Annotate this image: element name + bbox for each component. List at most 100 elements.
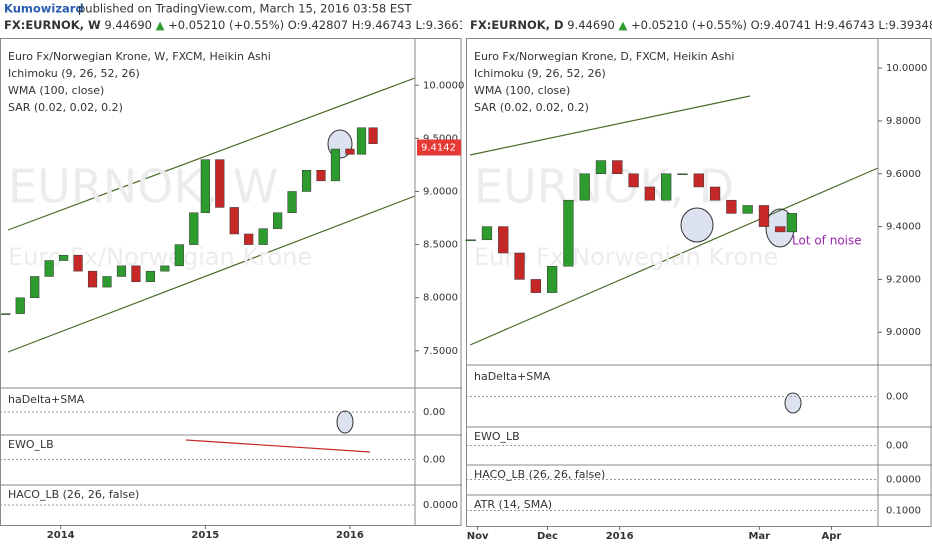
chart-frame bbox=[466, 38, 932, 527]
change: +0.05210 (+0.55%) bbox=[631, 18, 747, 32]
last-price: 9.44690 bbox=[567, 18, 615, 32]
y-tick-label: 9.0000 bbox=[886, 327, 921, 338]
candle bbox=[301, 169, 312, 192]
candle bbox=[628, 173, 639, 188]
candle bbox=[368, 127, 378, 144]
candle bbox=[273, 212, 283, 229]
candle bbox=[1, 313, 11, 315]
candle bbox=[44, 260, 54, 277]
indicator-name: ATR (14, SMA) bbox=[474, 498, 552, 511]
candle bbox=[345, 148, 355, 155]
candle bbox=[316, 169, 326, 182]
legend-entry: WMA (100, close) bbox=[8, 84, 104, 97]
symbol-line: FX:EURNOK, W 9.44690 ▲ +0.05210 (+0.55%)… bbox=[4, 18, 507, 32]
last-price: 9.44690 bbox=[104, 18, 152, 32]
candle bbox=[742, 205, 753, 214]
price-tag-bg bbox=[417, 139, 461, 156]
y-tick-label: 0.0000 bbox=[423, 500, 458, 511]
candle bbox=[200, 159, 210, 213]
legend-entry: Ichimoku (9, 26, 52, 26) bbox=[474, 67, 606, 80]
candle bbox=[174, 244, 184, 267]
indicator-name: HACO_LB (26, 26, false) bbox=[474, 468, 605, 481]
y-tick-label: 0.0000 bbox=[886, 475, 921, 486]
candle bbox=[693, 173, 704, 188]
indicator-name: haDelta+SMA bbox=[8, 393, 85, 406]
candle bbox=[59, 254, 69, 261]
candle bbox=[356, 127, 367, 155]
legend-entry: Euro Fx/Norwegian Krone, D, FXCM, Heikin… bbox=[474, 50, 734, 63]
candle bbox=[786, 213, 798, 233]
candle bbox=[145, 270, 155, 283]
ohlc: O:9.40741 H:9.46743 L:9.39348 C:9.425 bbox=[751, 18, 932, 32]
y-tick-label: 10.0000 bbox=[423, 80, 464, 91]
trend-line bbox=[7, 195, 416, 353]
candle bbox=[131, 265, 141, 283]
divergence-line bbox=[185, 439, 371, 453]
symbol-line: FX:EURNOK, D 9.44690 ▲ +0.05210 (+0.55%)… bbox=[470, 18, 932, 32]
y-tick-label: 9.6000 bbox=[886, 169, 921, 180]
chart-frame bbox=[0, 38, 462, 526]
legend-entry: WMA (100, close) bbox=[474, 84, 570, 97]
highlight bbox=[680, 207, 714, 243]
candle bbox=[102, 276, 112, 288]
candle bbox=[595, 160, 607, 175]
candle bbox=[116, 265, 127, 277]
watermark: EURNOK, W bbox=[8, 160, 278, 214]
trend-line bbox=[7, 77, 416, 231]
candle bbox=[644, 186, 656, 201]
ohlc: O:9.42807 H:9.46743 L:9.36610 C:9.4 bbox=[288, 18, 507, 32]
candle bbox=[189, 212, 199, 245]
y-tick-label: 0.00 bbox=[886, 392, 908, 403]
candle bbox=[563, 199, 574, 267]
published: published on TradingView.com, March 15, … bbox=[78, 2, 412, 16]
highlight bbox=[336, 410, 354, 434]
candle bbox=[775, 226, 786, 233]
x-tick-label: Mar bbox=[748, 531, 770, 542]
indicator-name: HACO_LB (26, 26, false) bbox=[8, 488, 139, 501]
candle bbox=[481, 226, 493, 241]
price-tag: 9.4142 bbox=[421, 142, 456, 153]
highlight bbox=[784, 392, 802, 414]
candle bbox=[726, 199, 737, 214]
indicator-name: EWO_LB bbox=[474, 430, 520, 443]
watermark-subtitle: Euro Fx/Norwegian Krone bbox=[8, 243, 312, 271]
candle bbox=[498, 226, 509, 254]
candle bbox=[758, 205, 770, 227]
candle bbox=[87, 270, 98, 288]
candle bbox=[709, 186, 721, 201]
symbol: FX:EURNOK, W bbox=[4, 18, 101, 32]
candle bbox=[330, 148, 341, 182]
x-tick-label: Nov bbox=[467, 531, 489, 542]
x-tick-label: Apr bbox=[822, 531, 842, 542]
candle bbox=[677, 173, 688, 176]
x-tick-label: 2014 bbox=[47, 530, 75, 541]
y-tick-label: 9.5000 bbox=[423, 133, 458, 144]
candle bbox=[661, 173, 672, 201]
legend-entry: SAR (0.02, 0.02, 0.2) bbox=[8, 101, 123, 114]
candle bbox=[30, 276, 40, 298]
candle bbox=[15, 297, 25, 314]
indicator-name: EWO_LB bbox=[8, 438, 54, 451]
indicator-name: haDelta+SMA bbox=[474, 370, 551, 383]
x-tick-label: 2016 bbox=[606, 531, 634, 542]
y-tick-label: 9.2000 bbox=[886, 274, 921, 285]
candle bbox=[229, 207, 239, 235]
change: +0.05210 (+0.55%) bbox=[168, 18, 284, 32]
legend-entry: Ichimoku (9, 26, 52, 26) bbox=[8, 67, 140, 80]
y-tick-label: 9.4000 bbox=[886, 222, 921, 233]
candle bbox=[287, 191, 297, 213]
y-tick-label: 0.00 bbox=[423, 407, 445, 418]
up-arrow: ▲ bbox=[156, 18, 165, 32]
y-tick-label: 7.5000 bbox=[423, 346, 458, 357]
y-tick-label: 9.8000 bbox=[886, 116, 921, 127]
x-tick-label: Dec bbox=[537, 531, 558, 542]
trend-line bbox=[469, 95, 751, 156]
symbol: FX:EURNOK, D bbox=[470, 18, 564, 32]
author[interactable]: Kumowizard bbox=[4, 2, 84, 16]
y-tick-label: 8.5000 bbox=[423, 240, 458, 251]
y-tick-label: 9.0000 bbox=[423, 186, 458, 197]
annotation: Lot of noise bbox=[792, 234, 862, 248]
candle bbox=[258, 228, 268, 245]
candle bbox=[612, 160, 623, 175]
